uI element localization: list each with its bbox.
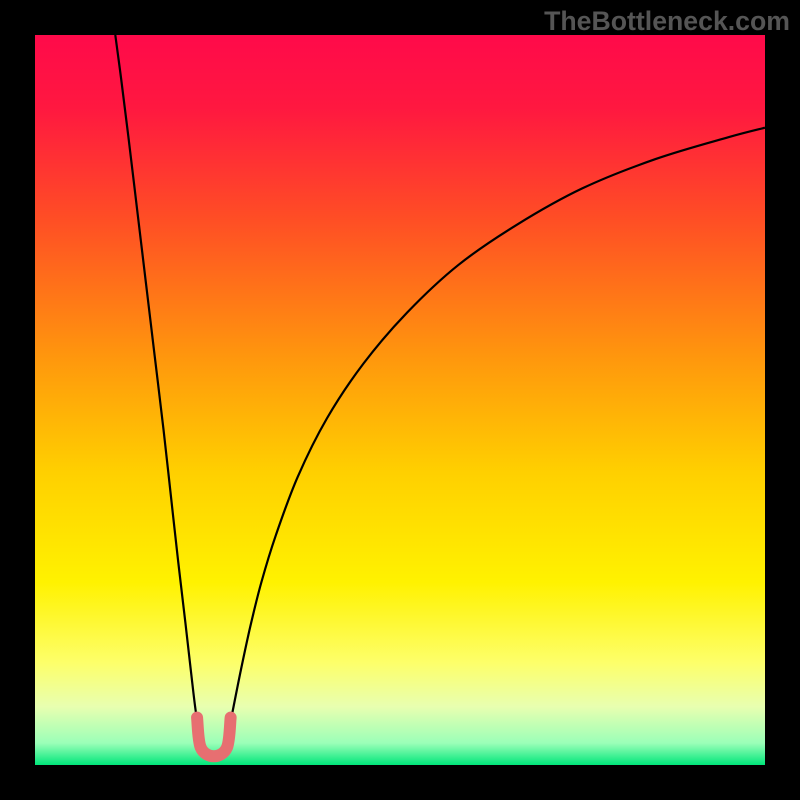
chart-container: TheBottleneck.com — [0, 0, 800, 800]
plot-background — [35, 35, 765, 765]
bottleneck-chart — [0, 0, 800, 800]
watermark-text: TheBottleneck.com — [544, 6, 790, 37]
